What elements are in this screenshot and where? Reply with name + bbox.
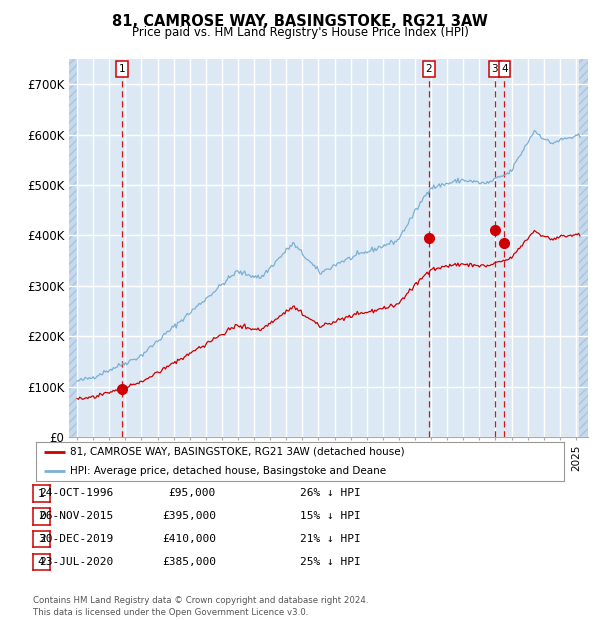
Text: 3: 3: [491, 64, 498, 74]
Text: 06-NOV-2015: 06-NOV-2015: [39, 511, 113, 521]
Text: 1: 1: [119, 64, 125, 74]
Text: 26% ↓ HPI: 26% ↓ HPI: [300, 488, 361, 498]
Text: £410,000: £410,000: [162, 534, 216, 544]
Text: Contains HM Land Registry data © Crown copyright and database right 2024.
This d: Contains HM Land Registry data © Crown c…: [33, 596, 368, 617]
Text: 15% ↓ HPI: 15% ↓ HPI: [300, 511, 361, 521]
Text: 20-DEC-2019: 20-DEC-2019: [39, 534, 113, 544]
Text: 81, CAMROSE WAY, BASINGSTOKE, RG21 3AW: 81, CAMROSE WAY, BASINGSTOKE, RG21 3AW: [112, 14, 488, 29]
Text: 1: 1: [38, 489, 45, 498]
Text: £385,000: £385,000: [162, 557, 216, 567]
Text: 24-OCT-1996: 24-OCT-1996: [39, 488, 113, 498]
Bar: [578, 59, 588, 437]
Text: 2: 2: [425, 64, 432, 74]
Text: £95,000: £95,000: [169, 488, 216, 498]
Bar: [69, 59, 77, 437]
Text: 21% ↓ HPI: 21% ↓ HPI: [300, 534, 361, 544]
Text: 25% ↓ HPI: 25% ↓ HPI: [300, 557, 361, 567]
Text: 4: 4: [501, 64, 508, 74]
Text: Price paid vs. HM Land Registry's House Price Index (HPI): Price paid vs. HM Land Registry's House …: [131, 26, 469, 39]
Text: 2: 2: [38, 512, 45, 521]
Text: 3: 3: [38, 534, 45, 544]
Text: 4: 4: [38, 557, 45, 567]
Text: £395,000: £395,000: [162, 511, 216, 521]
Text: 81, CAMROSE WAY, BASINGSTOKE, RG21 3AW (detached house): 81, CAMROSE WAY, BASINGSTOKE, RG21 3AW (…: [70, 446, 405, 457]
Text: HPI: Average price, detached house, Basingstoke and Deane: HPI: Average price, detached house, Basi…: [70, 466, 386, 476]
Text: 23-JUL-2020: 23-JUL-2020: [39, 557, 113, 567]
